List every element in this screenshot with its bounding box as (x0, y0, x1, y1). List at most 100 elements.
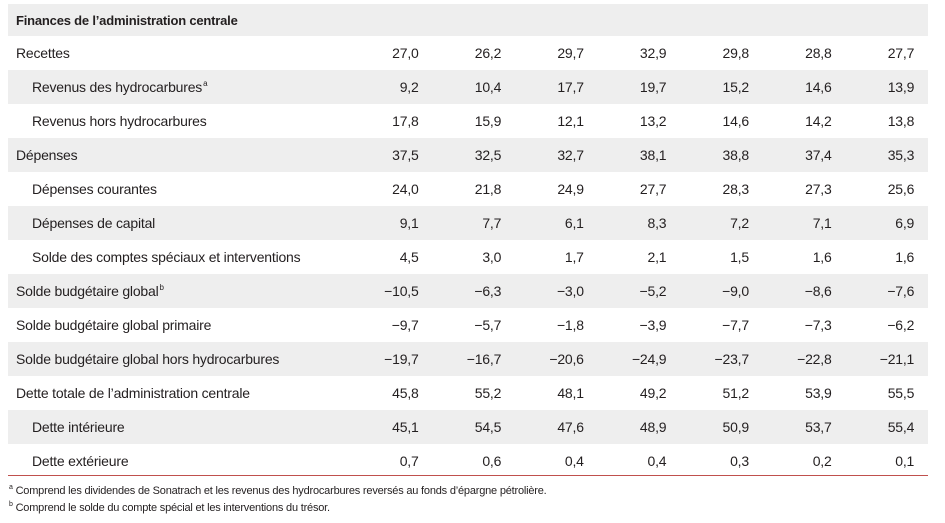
table-row: Dette totale de l’administration central… (8, 376, 928, 410)
table-cell: 32,7 (557, 147, 584, 163)
table-cell: 4,5 (399, 249, 419, 265)
table-cell: 37,5 (392, 147, 419, 163)
table-cell: 1,6 (895, 249, 915, 265)
table-cell: 38,1 (639, 147, 667, 163)
table-cell: 17,8 (392, 113, 419, 129)
row-label: Revenus des hydrocarburesa (8, 79, 338, 95)
row-label-text: Recettes (16, 45, 70, 61)
table-cell: 48,1 (557, 385, 584, 401)
table-cell: 0,7 (399, 453, 419, 469)
table-cell: −6,2 (887, 317, 915, 333)
footnote-marker: a (203, 79, 208, 89)
row-label: Dette totale de l’administration central… (8, 385, 338, 401)
table-cell: −5,7 (474, 317, 502, 333)
table-cell: −7,3 (804, 317, 832, 333)
footnote-b: b Comprend le solde du compte spécial et… (8, 501, 331, 514)
table-cell: 0,1 (895, 453, 915, 469)
table-cell: 13,9 (887, 79, 915, 95)
table-cell: 14,2 (805, 113, 832, 129)
table-cell: 51,2 (722, 385, 750, 401)
table-cell: 27,7 (887, 45, 915, 61)
row-label-text: Dette extérieure (32, 453, 129, 469)
table-cell: 37,4 (805, 147, 832, 163)
table-cell: −7,7 (722, 317, 749, 333)
table-cell: 25,6 (887, 181, 915, 197)
table-cell: −6,3 (474, 283, 502, 299)
table-row: Solde budgétaire globalb −10,5 −6,3 −3,0 −5,… (8, 274, 928, 308)
table-cell: 2,1 (647, 249, 667, 265)
table-cell: 0,6 (482, 453, 502, 469)
row-label: Recettes (8, 45, 338, 61)
table-cell: 0,4 (647, 453, 667, 469)
table-cell: 24,0 (392, 181, 419, 197)
table-row: Revenus des hydrocarburesa 9,2 10,4 17,7 19,… (8, 70, 928, 104)
table-cell: −23,7 (714, 351, 750, 367)
row-label: Dette extérieure (8, 453, 338, 469)
table-cell: −3,9 (639, 317, 667, 333)
row-label: Dépenses courantes (8, 181, 338, 197)
table-row: Dette extérieure 0,7 0,6 0,4 0,4 0,3 0,2 0,1 (8, 444, 928, 478)
row-label-text: Dépenses courantes (32, 181, 157, 197)
table-cell: 28,3 (722, 181, 750, 197)
table-cell: 19,7 (639, 79, 667, 95)
footnote-text: Comprend le solde du compte spécial et l… (15, 502, 331, 514)
row-label-text: Solde des comptes spéciaux et interventi… (32, 249, 301, 265)
row-label-text: Solde budgétaire global hors hydrocarbur… (16, 351, 280, 367)
footnote-a: a Comprend les dividendes de Sonatrach e… (8, 484, 547, 497)
table-cell: −1,8 (556, 317, 584, 333)
table-cell: 54,5 (474, 419, 502, 435)
table-row: Dépenses courantes 24,0 21,8 24,9 27,7 28,3 27… (8, 172, 928, 206)
footnote-marker: b (9, 501, 13, 509)
table-cell: 48,9 (639, 419, 667, 435)
section-title: Finances de l’administration centrale (8, 4, 928, 36)
table-cell: 6,9 (895, 215, 915, 231)
table-cell: 27,3 (805, 181, 832, 197)
table-cell: 13,8 (887, 113, 915, 129)
table-cell: −22,8 (797, 351, 832, 367)
table-cell: 55,2 (474, 385, 502, 401)
table-row: Solde des comptes spéciaux et interventi… (8, 240, 928, 274)
table-cell: 35,3 (887, 147, 915, 163)
table-cell: 21,8 (474, 181, 502, 197)
table-cell: 24,9 (557, 181, 584, 197)
table-cell: 10,4 (474, 79, 502, 95)
table-cell: 38,8 (722, 147, 750, 163)
table-row: Dépenses 37,5 32,5 32,7 38,1 38,8 37,4 35,3 (8, 138, 928, 172)
table-cell: 17,7 (557, 79, 584, 95)
table-row: Solde budgétaire global hors hydrocarbur… (8, 342, 928, 376)
table-cell: 1,6 (812, 249, 832, 265)
row-label: Dépenses (8, 147, 338, 163)
row-label-text: Dette totale de l’administration central… (16, 385, 250, 401)
table-cell: −7,6 (887, 283, 915, 299)
table-cell: 28,8 (805, 45, 832, 61)
table-cell: 27,7 (639, 181, 667, 197)
row-label-text: Solde budgétaire global (16, 283, 159, 299)
table-cell: −5,2 (639, 283, 667, 299)
table-row: Dette intérieure 45,1 54,5 47,6 48,9 50,9 53,7… (8, 410, 928, 444)
table-cell: 9,2 (399, 79, 419, 95)
table-cell: 29,8 (722, 45, 750, 61)
row-label-text: Dette intérieure (32, 419, 125, 435)
table-cell: 45,8 (392, 385, 419, 401)
table-row: Solde budgétaire global primaire −9,7 −5,7… (8, 308, 928, 342)
table-cell: 53,9 (805, 385, 832, 401)
table-cell: 7,2 (730, 215, 749, 231)
table-row: Dépenses de capital 9,1 7,7 6,1 8,3 7,2 7,1 6,9 (8, 206, 928, 240)
table-cell: 13,2 (639, 113, 667, 129)
table-cell: 53,7 (805, 419, 832, 435)
table-cell: 47,6 (557, 419, 584, 435)
footnote-text: Comprend les dividendes de Sonatrach et … (15, 485, 547, 497)
table-cell: 7,7 (482, 215, 502, 231)
table-cell: −9,0 (722, 283, 749, 299)
table-row: Revenus hors hydrocarbures 17,8 15,9 12,1 13… (8, 104, 928, 138)
table-cell: 55,5 (887, 385, 915, 401)
table-cell: 14,6 (805, 79, 832, 95)
table-cell: 45,1 (392, 419, 419, 435)
table-cell: 14,6 (722, 113, 750, 129)
table-cell: 1,7 (564, 249, 584, 265)
table-cell: 0,2 (812, 453, 832, 469)
row-label: Solde budgétaire globalb (8, 283, 338, 299)
row-label-text: Dépenses (16, 147, 78, 163)
table-cell: 6,1 (564, 215, 584, 231)
table-cell: −9,7 (391, 317, 419, 333)
